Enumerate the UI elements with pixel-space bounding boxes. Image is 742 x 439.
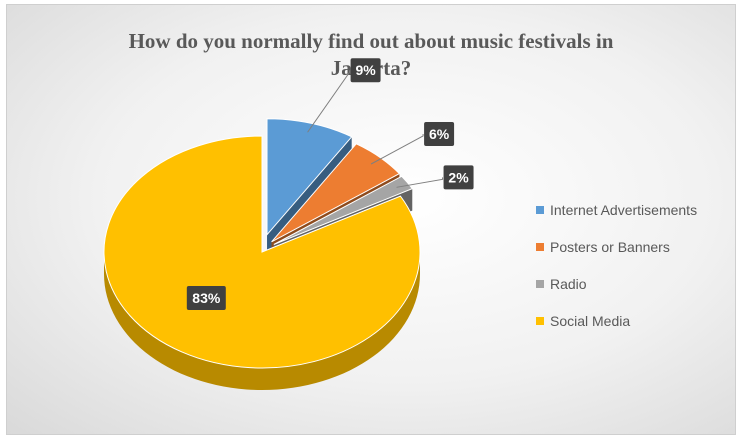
pie-slices	[103, 118, 421, 369]
legend-item-social-media: Social Media	[536, 311, 697, 331]
legend-swatch	[536, 206, 544, 214]
legend-item-posters-or-banners: Posters or Banners	[536, 237, 697, 257]
pie-slice-outer-wall	[104, 252, 420, 390]
data-label: 9%	[355, 62, 376, 78]
pie-slice-internet-advertisements	[266, 118, 353, 237]
legend-label: Internet Advertisements	[550, 202, 698, 218]
data-label-box	[186, 285, 226, 310]
legend-item-internet-advertisements: Internet Advertisements	[536, 200, 697, 220]
chart-title: How do you normally find out about music…	[0, 28, 742, 82]
data-label-leader-line	[307, 70, 351, 133]
data-label-box	[350, 58, 381, 83]
legend-swatch	[536, 317, 544, 325]
chart-legend: Internet Advertisements Posters or Banne…	[536, 200, 697, 348]
pie-slice-posters-or-banners	[271, 143, 401, 243]
legend-label: Radio	[550, 276, 587, 292]
data-label-box	[443, 165, 474, 190]
pie-data-labels: 9% 6% 2% 83%	[186, 58, 474, 310]
data-label: 6%	[429, 126, 450, 142]
legend-item-radio: Radio	[536, 274, 697, 294]
legend-swatch	[536, 243, 544, 251]
chart-title-line-1: How do you normally find out about music…	[128, 29, 614, 53]
pie-slice-radio	[273, 175, 414, 245]
data-label: 83%	[192, 290, 221, 306]
legend-label: Posters or Banners	[550, 239, 670, 255]
pie-slice-social-media	[103, 135, 421, 369]
legend-swatch	[536, 280, 544, 288]
data-label: 2%	[448, 169, 469, 185]
data-label-box	[424, 121, 455, 146]
legend-label: Social Media	[550, 313, 631, 329]
data-label-leader-line	[370, 133, 424, 165]
data-label-leader-line	[396, 177, 444, 188]
